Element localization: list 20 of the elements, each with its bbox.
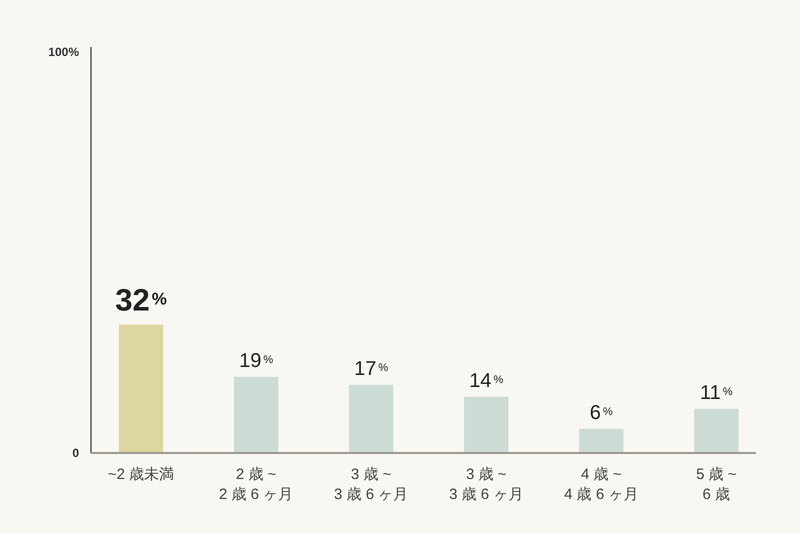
x-tick-label: 5 歳 ~ 6 歳	[696, 466, 737, 503]
bar	[464, 396, 508, 453]
data-label: 17$^{%}$	[354, 358, 388, 380]
bar	[579, 428, 624, 453]
x-tick-label: ~2 歳未満	[108, 466, 174, 483]
data-label: 6$^{%}$	[590, 402, 613, 424]
y-tick-label: 0	[72, 446, 80, 460]
x-tick-label: 2 歳 ~ 2 歳 6 ヶ月	[219, 466, 294, 503]
x-tick-label: 3 歳 ~ 3 歳 6 ヶ月	[449, 466, 524, 503]
data-label: 14$^{%}$	[469, 370, 504, 392]
bar	[234, 376, 278, 453]
x-tick-label: 4 歳 ~ 4 歳 6 ヶ月	[564, 466, 638, 503]
data-label: 32$^{%}$	[115, 282, 167, 318]
bar	[118, 324, 164, 453]
x-tick-label: 3 歳 ~ 3 歳 6 ヶ月	[334, 466, 408, 503]
bar	[349, 384, 394, 453]
y-tick-label: 100%	[48, 45, 80, 59]
data-label: 11$^{%}$	[700, 382, 733, 404]
data-label: 19$^{%}$	[239, 350, 274, 372]
bar	[694, 408, 738, 453]
